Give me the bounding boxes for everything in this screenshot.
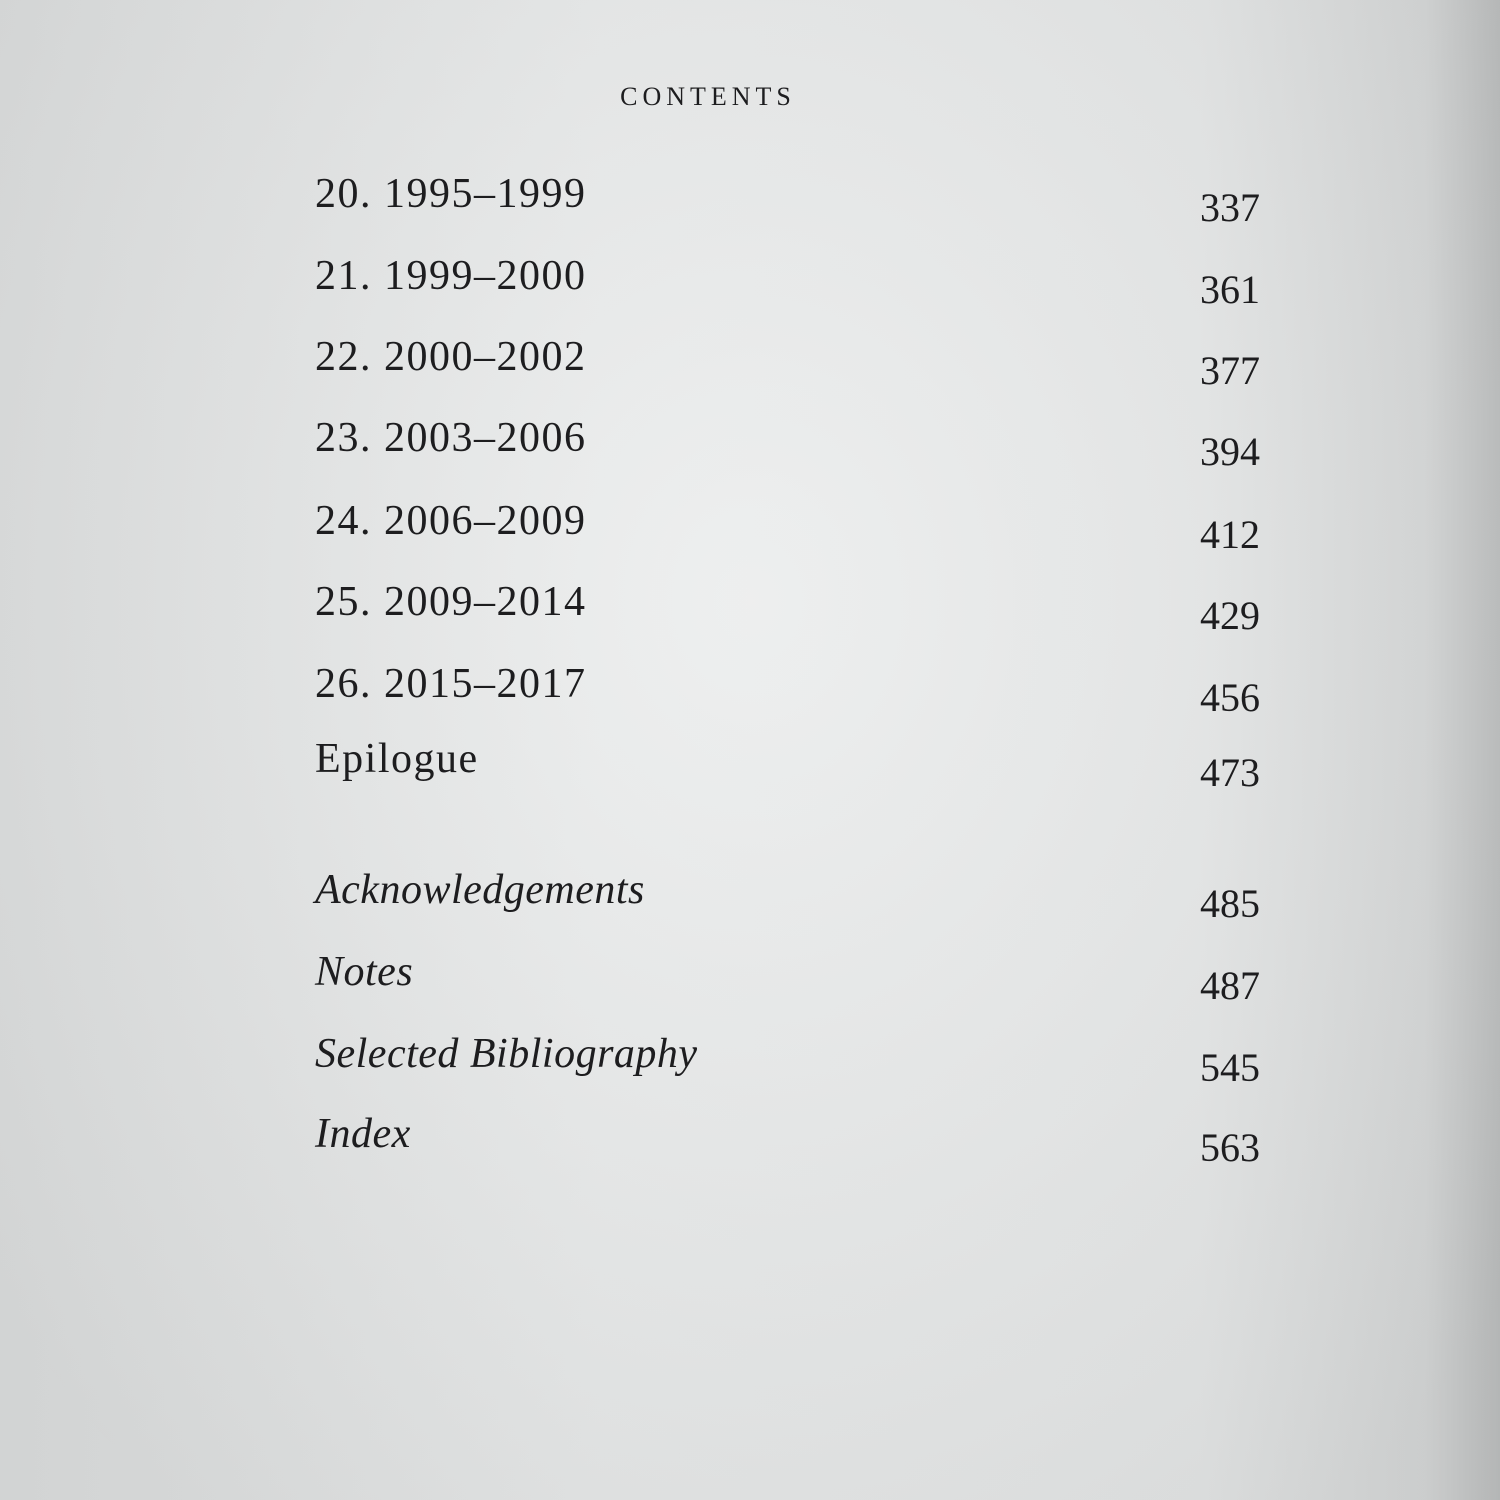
toc-entry-page: 487 [1200,963,1260,1008]
toc-entry: 20. 1995–1999 337 [315,170,1260,230]
toc-entry-title: Index [315,1111,411,1157]
toc-entry: Acknowledgements 485 [315,866,1260,926]
toc-entry: Selected Bibliography 545 [315,1030,1260,1090]
toc-entry-page: 473 [1200,750,1260,795]
toc-entry-title: Epilogue [315,736,479,782]
toc-entry-title: Acknowledgements [315,867,645,913]
toc-entry-page: 337 [1200,185,1260,230]
toc-entry: 23. 2003–2006 394 [315,414,1260,474]
page-heading: CONTENTS [620,82,796,111]
toc-entry-page: 456 [1200,675,1260,720]
toc-entry-page: 545 [1200,1045,1260,1090]
toc-entry: Index 563 [315,1110,1260,1170]
toc-entry-page: 429 [1200,593,1260,638]
toc-entry-title: 21. 1999–2000 [315,253,587,299]
toc-entry-page: 412 [1200,512,1260,557]
toc-entry: 26. 2015–2017 456 [315,660,1260,720]
toc-entry-page: 361 [1200,267,1260,312]
toc-entry-page: 377 [1200,348,1260,393]
toc-entry-title: Notes [315,949,414,995]
toc-entry: Epilogue 473 [315,735,1260,795]
toc-entry-page: 394 [1200,429,1260,474]
toc-entry-title: 26. 2015–2017 [315,661,587,707]
toc-entry: 24. 2006–2009 412 [315,497,1260,557]
toc-entry-title: 23. 2003–2006 [315,415,587,461]
toc-entry-page: 485 [1200,881,1260,926]
toc-entry: 25. 2009–2014 429 [315,578,1260,638]
toc-entry-page: 563 [1200,1125,1260,1170]
toc-entry-title: 24. 2006–2009 [315,498,587,544]
toc-entry-title: 22. 2000–2002 [315,334,587,380]
toc-entry: 22. 2000–2002 377 [315,333,1260,393]
toc-entry-title: 25. 2009–2014 [315,579,587,625]
toc-entry-title: Selected Bibliography [315,1031,698,1077]
toc-entry: Notes 487 [315,948,1260,1008]
toc-entry: 21. 1999–2000 361 [315,252,1260,312]
toc-entry-title: 20. 1995–1999 [315,171,587,217]
